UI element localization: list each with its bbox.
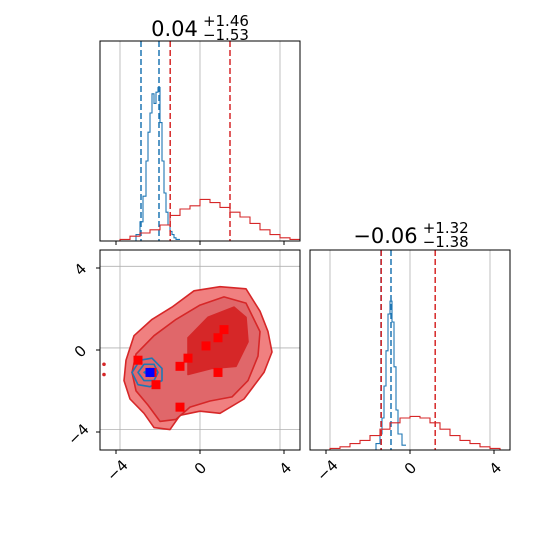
red-square-marker-5 — [183, 353, 193, 363]
marginal-x-blue-histogram — [128, 86, 180, 242]
marginal-x-title-value: 0.04 — [151, 17, 198, 41]
red-square-marker-4 — [175, 361, 185, 371]
red-square-marker-7 — [213, 333, 223, 343]
marginal-y-red-histogram — [310, 415, 510, 451]
marginal-x-red-histogram — [100, 198, 300, 242]
joint-y-tick-label-middle: 0 — [71, 342, 90, 361]
marginal-y-title-plus: +1.32 — [423, 219, 469, 237]
marginal-x-grid — [119, 41, 281, 241]
red-square-marker-9 — [213, 367, 223, 377]
joint-x-tick-label-right: 4 — [276, 459, 295, 478]
marginal-y-ticks — [325, 450, 495, 454]
marginal-x-title-plus: +1.46 — [203, 12, 249, 30]
marginal-y-title-minus: −1.38 — [423, 233, 469, 251]
marginal-y-tick-label-center: 0 — [401, 459, 420, 478]
blue-contour-1 — [137, 363, 159, 382]
outlier-point-1 — [102, 372, 106, 377]
joint-points — [102, 325, 229, 412]
red-square-marker-3 — [175, 402, 185, 412]
outlier-point-0 — [102, 362, 106, 367]
marginal-x-histograms — [100, 41, 300, 242]
red-square-marker-2 — [151, 380, 161, 390]
blue-square-marker-0 — [145, 367, 155, 377]
marginal-y-panel: −4 0 4 −0.06 +1.32 −1.38 — [309, 219, 511, 485]
joint-x-tick-label-center: 0 — [191, 459, 210, 478]
red-square-marker-6 — [201, 341, 211, 351]
red-square-marker-8 — [219, 325, 229, 335]
joint-x-ticks — [115, 450, 285, 454]
marginal-x-panel: 0.04 +1.46 −1.53 — [99, 12, 301, 245]
red-square-marker-0 — [133, 355, 143, 365]
marginal-y-tick-label-right: 4 — [486, 459, 505, 478]
marginal-y-title-value: −0.06 — [353, 224, 417, 248]
marginal-y-title: −0.06 +1.32 — [353, 219, 468, 248]
joint-x-tick-label-left: −4 — [103, 456, 131, 484]
marginal-y-histograms — [310, 250, 510, 451]
joint-y-tick-label-top: 4 — [71, 260, 90, 279]
marginal-y-tick-label-left: −4 — [313, 456, 341, 484]
marginal-x-title-minus: −1.53 — [203, 26, 249, 44]
marginal-x-ticks — [115, 241, 285, 245]
joint-panel: −4 0 4 4 0 −4 — [64, 249, 301, 485]
marginal-x-title: 0.04 +1.46 — [151, 12, 249, 41]
joint-y-ticks — [96, 267, 100, 433]
joint-contours — [123, 285, 273, 431]
joint-y-tick-label-bottom: −4 — [64, 420, 92, 448]
